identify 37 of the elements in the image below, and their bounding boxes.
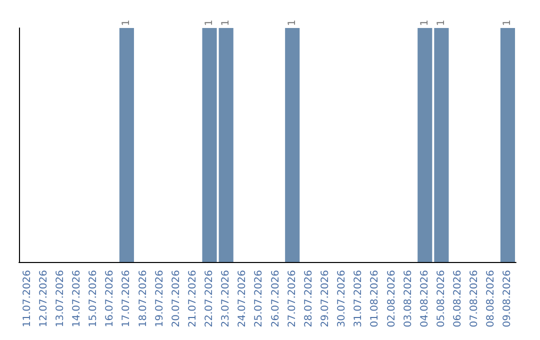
x-tick-label: 07.08.2026 — [469, 270, 480, 328]
x-tick-label: 18.07.2026 — [138, 270, 149, 328]
x-tick-label: 06.08.2026 — [452, 270, 464, 328]
x-tick-label: 14.07.2026 — [71, 270, 82, 328]
data-label: 1 — [204, 20, 216, 26]
data-label: 1 — [220, 20, 232, 26]
x-tick-label: 17.07.2026 — [121, 270, 132, 328]
x-tick-label: 30.07.2026 — [336, 270, 348, 328]
x-tick-label: 12.07.2026 — [38, 270, 50, 328]
x-tick-label: 21.07.2026 — [187, 270, 198, 328]
x-tick-label: 05.08.2026 — [436, 270, 447, 328]
x-tick-label: 03.08.2026 — [402, 270, 414, 328]
x-tick-label: 24.07.2026 — [237, 270, 248, 328]
x-tick-label: 19.07.2026 — [154, 270, 166, 328]
x-tick-label: 27.07.2026 — [286, 270, 298, 328]
x-tick-label: 04.08.2026 — [419, 270, 430, 328]
x-tick-label: 16.07.2026 — [104, 270, 116, 328]
x-tick-label: 20.07.2026 — [170, 270, 182, 328]
x-tick-label: 02.08.2026 — [386, 270, 398, 328]
x-tick-label: 22.07.2026 — [204, 270, 216, 328]
data-label: 1 — [121, 20, 132, 26]
x-tick-label: 31.07.2026 — [353, 270, 364, 328]
x-tick-label: 01.08.2026 — [370, 270, 381, 328]
x-tick-label: 25.07.2026 — [254, 270, 265, 328]
x-tick-label: 08.08.2026 — [486, 270, 497, 328]
data-label: 1 — [436, 20, 447, 26]
x-tick-label: 28.07.2026 — [303, 270, 314, 328]
data-label: 1 — [502, 20, 514, 26]
data-label: 1 — [419, 20, 430, 26]
data-label: 1 — [286, 20, 298, 26]
x-tick-label: 13.07.2026 — [54, 270, 66, 328]
x-tick-label: 11.07.2026 — [22, 270, 33, 328]
x-tick-label: 23.07.2026 — [220, 270, 232, 328]
x-tick-label: 09.08.2026 — [502, 270, 514, 328]
x-tick-label: 26.07.2026 — [270, 270, 282, 328]
x-tick-label: 15.07.2026 — [88, 270, 100, 328]
x-tick-label: 29.07.2026 — [320, 270, 331, 328]
